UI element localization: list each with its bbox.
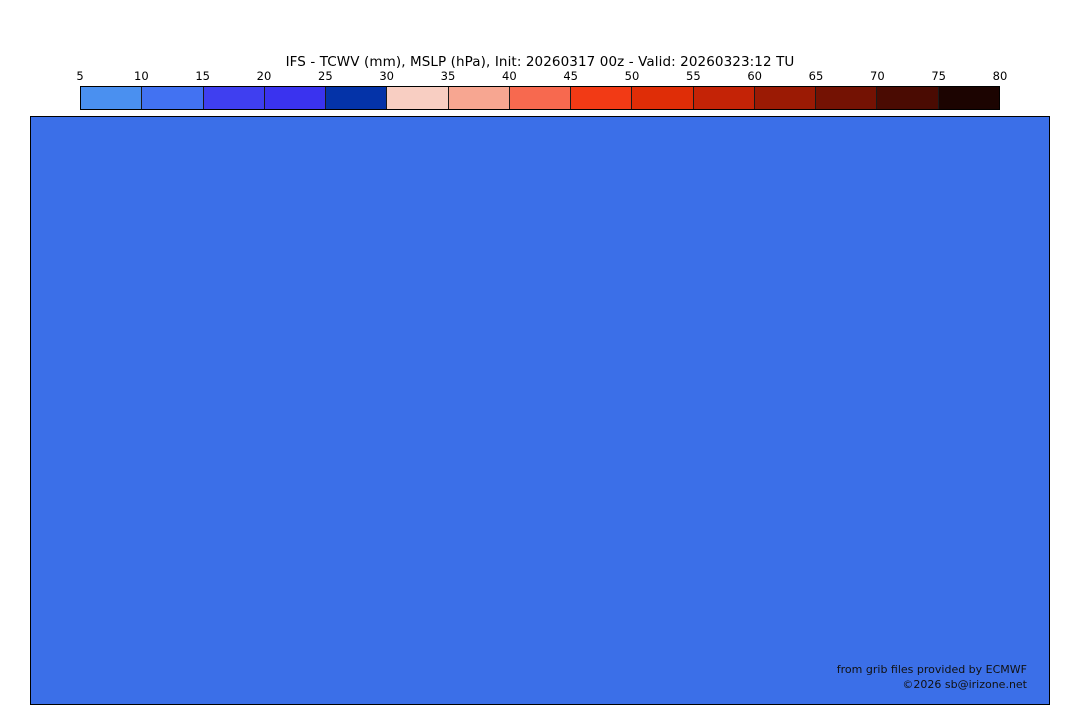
colorbar-segment	[203, 87, 265, 109]
colorbar-tick-label: 50	[624, 69, 640, 83]
colorbar	[80, 86, 1000, 110]
colorbar-tick-label: 60	[747, 69, 762, 83]
colorbar-tick-label: 45	[563, 69, 578, 83]
colorbar-segment	[509, 87, 572, 109]
colorbar-tick-label: 25	[318, 69, 333, 83]
colorbar-tick-label: 35	[440, 69, 456, 83]
colorbar-segment	[816, 87, 878, 109]
colorbar-tick-label: 40	[502, 69, 517, 83]
colorbar-tick-label: 65	[808, 69, 824, 83]
colorbar-segment	[877, 87, 939, 109]
colorbar-segment	[938, 87, 999, 109]
map-svg	[31, 117, 1049, 704]
colorbar-tick-label: 10	[134, 69, 149, 83]
colorbar-segment	[571, 87, 633, 109]
colorbar-tick-label: 5	[76, 69, 84, 83]
colorbar-segment	[754, 87, 817, 109]
colorbar-tick-label: 15	[195, 69, 210, 83]
colorbar-segment	[387, 87, 449, 109]
colorbar-segment	[264, 87, 327, 109]
colorbar-tick-label: 55	[686, 69, 701, 83]
colorbar-tick-label: 75	[931, 69, 946, 83]
colorbar-tick-label: 70	[870, 69, 885, 83]
map-canvas[interactable]: from grib files provided by ECMWF ©2026 …	[30, 116, 1050, 705]
colorbar-segment	[632, 87, 694, 109]
colorbar-tick-labels: 5 10 15 20 25 30 35 40 45 50 55 60 65 70 75 80	[76, 69, 1007, 83]
colorbar-tick-label: 80	[992, 69, 1008, 83]
colorbar-tick-label: 20	[256, 69, 272, 83]
colorbar-segment	[693, 87, 755, 109]
colorbar-segment	[142, 87, 204, 109]
colorbar-segments	[80, 86, 1000, 110]
colorbar-segment	[81, 87, 143, 109]
colorbar-segment	[326, 87, 388, 109]
page-title: IFS - TCWV (mm), MSLP (hPa), Init: 20260…	[285, 54, 795, 70]
colorbar-tick-label: 30	[379, 69, 394, 83]
colorbar-segment	[448, 87, 510, 109]
